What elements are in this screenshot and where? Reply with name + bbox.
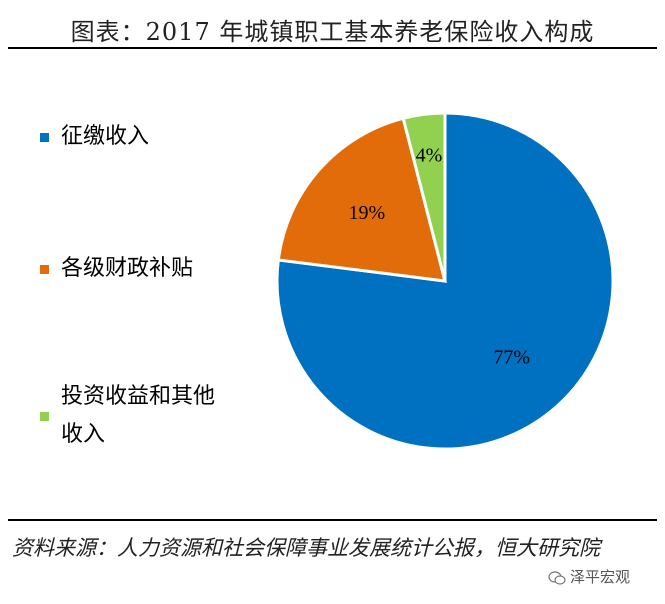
source-note: 资料来源：人力资源和社会保障事业发展统计公报，恒大研究院 bbox=[12, 536, 600, 560]
legend-label-1: 各级财政补贴 bbox=[61, 256, 194, 281]
pie-slice-1 bbox=[276, 116, 448, 283]
chart-title: 图表：2017 年城镇职工基本养老保险收入构成 bbox=[70, 18, 595, 46]
data-label-2: 4% bbox=[416, 144, 443, 166]
wechat-icon bbox=[548, 570, 566, 585]
legend-swatch-2 bbox=[40, 411, 49, 421]
data-label-1: 19% bbox=[349, 202, 386, 224]
watermark: 泽平宏观 bbox=[548, 566, 630, 587]
pie-slice-2 bbox=[401, 111, 447, 282]
legend-item-0: 征缴收入 bbox=[40, 118, 240, 156]
legend-swatch-1 bbox=[40, 264, 49, 274]
bottom-rule bbox=[8, 519, 657, 521]
data-label-0: 77% bbox=[493, 347, 530, 369]
legend-item-2: 投资收益和其他收入 bbox=[40, 378, 230, 454]
legend-label-0: 征缴收入 bbox=[61, 124, 150, 149]
legend-label-2: 投资收益和其他收入 bbox=[61, 384, 216, 447]
pie-chart: 77% 19% 4% bbox=[275, 111, 615, 451]
legend-swatch-0 bbox=[40, 132, 49, 142]
legend-item-1: 各级财政补贴 bbox=[40, 250, 260, 288]
watermark-text: 泽平宏观 bbox=[570, 568, 631, 586]
pie-slice-0 bbox=[275, 111, 615, 451]
top-rule bbox=[8, 47, 657, 49]
